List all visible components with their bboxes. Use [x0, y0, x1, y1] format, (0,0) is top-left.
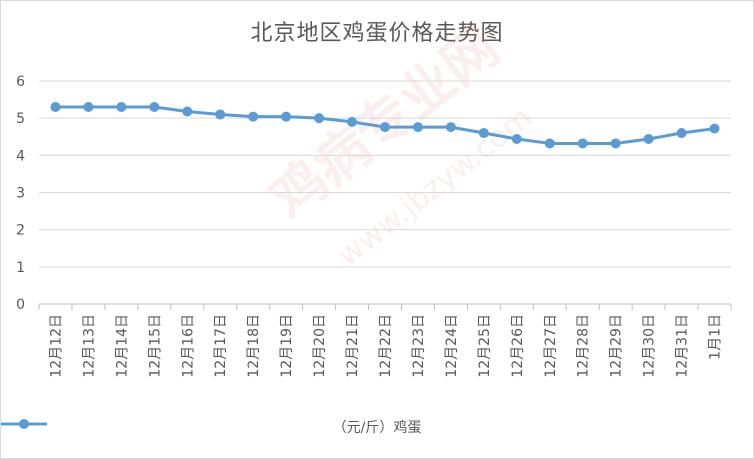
legend-marker	[1, 419, 47, 429]
data-point	[676, 128, 687, 139]
x-tick-label: 12月28日	[576, 314, 592, 378]
x-tick-label: 12月23日	[411, 314, 427, 378]
data-point	[182, 106, 193, 117]
y-tick-label: 1	[16, 260, 25, 276]
chart-title: 北京地区鸡蛋价格走势图	[250, 21, 504, 46]
data-point	[347, 116, 358, 127]
x-tick-label: 12月24日	[444, 314, 460, 378]
data-point	[116, 102, 127, 113]
data-point	[412, 122, 423, 133]
data-point	[248, 111, 259, 122]
data-point	[149, 102, 160, 113]
x-tick-label: 12月30日	[642, 314, 658, 378]
data-point	[215, 109, 226, 120]
x-tick-label: 12月20日	[312, 314, 328, 378]
data-point	[544, 138, 555, 149]
data-point	[610, 138, 621, 149]
data-point	[478, 128, 489, 139]
data-point	[314, 113, 325, 124]
y-tick-label: 4	[16, 148, 25, 164]
x-tick-label: 12月31日	[675, 314, 691, 378]
x-tick-label: 12月27日	[543, 314, 559, 378]
x-tick-label: 12月16日	[180, 314, 196, 378]
data-point	[511, 133, 522, 144]
y-tick-label: 6	[16, 74, 25, 90]
data-point	[83, 102, 94, 113]
data-point	[709, 123, 720, 134]
x-tick-label: 1月1日	[708, 314, 724, 360]
y-tick-label: 0	[16, 297, 25, 313]
y-tick-label: 3	[16, 186, 25, 202]
legend: （元/斤）鸡蛋	[1, 417, 753, 437]
data-point	[281, 111, 292, 122]
data-point	[445, 122, 456, 133]
x-tick-label: 12月15日	[147, 314, 163, 378]
x-tick-label: 12月19日	[279, 314, 295, 378]
data-point	[380, 122, 390, 133]
legend-label: （元/斤）鸡蛋	[332, 420, 422, 436]
data-point	[577, 138, 588, 149]
x-tick-label: 12月22日	[378, 314, 394, 378]
y-tick-label: 2	[16, 223, 25, 239]
x-tick-label: 12月29日	[609, 314, 625, 378]
y-tick-label: 5	[16, 111, 25, 127]
x-tick-label: 12月25日	[477, 314, 493, 378]
data-point	[643, 133, 654, 144]
x-tick-label: 12月12日	[48, 314, 64, 378]
x-tick-label: 12月21日	[345, 314, 361, 378]
data-point	[50, 102, 61, 113]
x-tick-label: 12月14日	[114, 314, 130, 378]
x-tick-label: 12月17日	[213, 314, 229, 378]
x-tick-label: 12月18日	[246, 314, 262, 378]
x-tick-label: 12月26日	[510, 314, 526, 378]
x-tick-label: 12月13日	[81, 314, 97, 378]
